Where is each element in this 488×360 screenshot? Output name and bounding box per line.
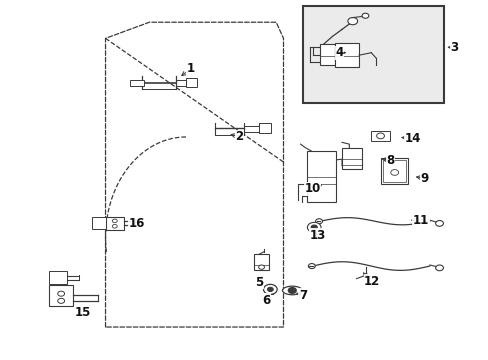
Bar (105, 217, 124, 230)
Text: 9: 9 (420, 172, 428, 185)
Circle shape (288, 288, 296, 293)
Text: 8: 8 (386, 154, 394, 167)
Circle shape (308, 264, 315, 269)
Text: 6: 6 (262, 294, 270, 307)
Circle shape (435, 221, 443, 226)
Bar (49, 271, 66, 284)
Bar (49, 285, 73, 306)
Bar (380, 158, 407, 184)
Text: 11: 11 (412, 214, 428, 227)
Bar (303, 6, 444, 103)
Bar (306, 151, 335, 202)
Bar (185, 78, 196, 87)
Circle shape (58, 298, 64, 303)
Circle shape (263, 284, 277, 294)
Circle shape (307, 222, 321, 232)
Bar (254, 254, 268, 270)
Text: 14: 14 (404, 132, 420, 145)
Circle shape (390, 170, 398, 175)
Text: 7: 7 (298, 289, 306, 302)
Ellipse shape (282, 286, 302, 295)
Circle shape (112, 225, 117, 228)
Bar (370, 131, 389, 141)
Circle shape (315, 219, 322, 224)
Circle shape (361, 13, 368, 18)
Text: 4: 4 (335, 46, 343, 59)
Bar (130, 80, 143, 86)
Bar (320, 44, 334, 65)
Circle shape (267, 287, 273, 292)
Text: 3: 3 (449, 41, 457, 54)
Bar (259, 123, 271, 134)
Text: 13: 13 (309, 229, 325, 242)
Circle shape (376, 133, 384, 139)
Text: 15: 15 (74, 306, 91, 319)
Text: 16: 16 (129, 216, 145, 230)
Text: 10: 10 (304, 183, 320, 195)
Circle shape (311, 225, 317, 229)
Circle shape (258, 265, 264, 269)
Bar (92, 217, 106, 229)
Bar (382, 160, 405, 182)
Text: 2: 2 (235, 130, 243, 144)
Circle shape (112, 219, 117, 223)
Circle shape (435, 265, 443, 271)
Text: 5: 5 (254, 276, 263, 289)
Bar (334, 42, 358, 67)
Circle shape (58, 291, 64, 296)
Text: 12: 12 (364, 275, 380, 288)
Text: 1: 1 (186, 62, 195, 75)
Bar (341, 148, 361, 169)
Circle shape (347, 18, 357, 25)
